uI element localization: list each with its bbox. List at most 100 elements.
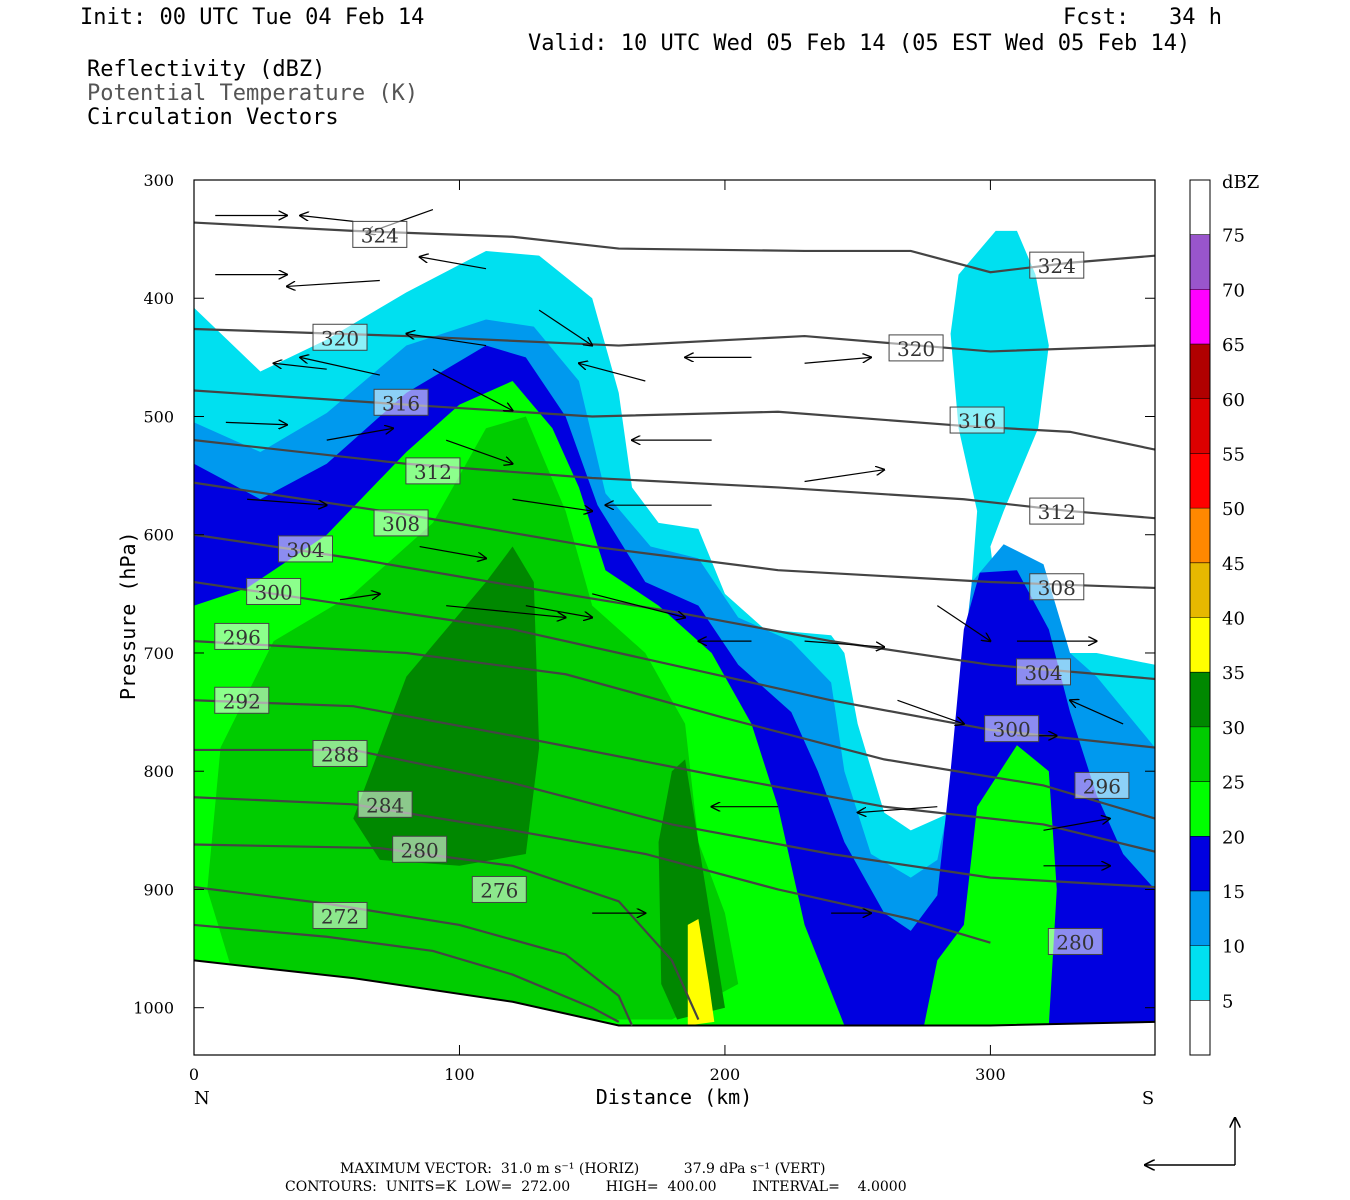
theta-label-box [1074, 771, 1130, 799]
circulation-vector [804, 357, 871, 364]
theta-contour-296 [194, 640, 1155, 820]
circulation-vector [406, 334, 487, 347]
theta-contour-308 [194, 481, 1155, 590]
circulation-vector [339, 594, 380, 601]
circulation-vector [538, 309, 592, 345]
theta-label-box [312, 739, 368, 767]
colorbar-label: 20 [1222, 827, 1245, 848]
theta-label-box [888, 334, 944, 362]
colorbar-label: 65 [1222, 335, 1245, 356]
circulation-vector [326, 428, 393, 441]
circulation-vector [897, 699, 963, 724]
theta-label-box [471, 875, 527, 903]
colorbar-swatch [1190, 289, 1210, 345]
circulation-vector [592, 593, 685, 618]
x-tick-label: 200 [710, 1065, 741, 1084]
colorbar-swatch [1190, 180, 1210, 235]
circulation-vector [1070, 700, 1124, 725]
theta-contour-276 [194, 886, 634, 1026]
theta-label: 304 [286, 538, 324, 562]
colorbar-label: 60 [1222, 390, 1245, 411]
theta-label: 316 [382, 391, 420, 415]
colorbar-swatch [1190, 836, 1210, 891]
theta-label: 316 [958, 409, 996, 433]
colorbar-label: 70 [1222, 280, 1245, 301]
circulation-vector [804, 470, 885, 483]
valid-time: Valid: 10 UTC Wed 05 Feb 14 (05 EST Wed … [528, 31, 1191, 56]
circulation-vector [525, 605, 592, 618]
theta-label-box [1029, 497, 1085, 525]
colorbar-swatch [1190, 508, 1210, 563]
circulation-vector [1043, 819, 1110, 831]
colorbar-label: 15 [1222, 882, 1245, 903]
theta-contour-280 [194, 843, 700, 1020]
theta-label: 312 [414, 460, 452, 484]
y-tick-label: 300 [143, 171, 174, 190]
theta-label-box [277, 535, 333, 563]
x-tick-label: 100 [444, 1065, 475, 1084]
colorbar-swatch [1190, 617, 1210, 673]
colorbar-swatch [1190, 945, 1210, 1001]
circulation-vector [300, 215, 354, 222]
theta-label: 320 [321, 326, 359, 350]
theta-label-box [949, 406, 1005, 434]
colorbar-label: 25 [1222, 773, 1245, 794]
init-time: Init: 00 UTC Tue 04 Feb 14 [80, 5, 425, 30]
y-tick-label: 600 [143, 526, 174, 545]
colorbar-swatch [1190, 344, 1210, 399]
colorbar-swatch [1190, 562, 1210, 618]
theta-label-box [357, 790, 413, 818]
contour-info-note: CONTOURS: UNITS=K LOW= 272.00 HIGH= 400.… [285, 1179, 907, 1195]
circulation-vector [300, 357, 380, 376]
colorbar-swatch [1190, 398, 1210, 454]
theta-label-box [312, 901, 368, 929]
theta-label: 296 [223, 625, 261, 649]
theta-label-box [1047, 927, 1103, 955]
field-reflectivity-label: Reflectivity (dBZ) [87, 57, 326, 82]
theta-label: 280 [401, 838, 439, 862]
colorbar-swatch [1190, 672, 1210, 727]
colorbar-label: 40 [1222, 609, 1245, 630]
y-tick-label: 800 [143, 762, 174, 781]
colorbar-label: 50 [1222, 499, 1245, 520]
colorbar-swatch [1190, 890, 1210, 946]
forecast-hour: Fcst: 34 h [1063, 5, 1222, 30]
colorbar-swatch [1190, 726, 1210, 782]
theta-label-box [392, 835, 448, 863]
theta-label: 296 [1083, 774, 1121, 798]
colorbar-label: 75 [1222, 226, 1245, 247]
theta-label: 308 [1038, 576, 1076, 600]
field-vectors-label: Circulation Vectors [87, 105, 339, 130]
colorbar-label: 45 [1222, 554, 1245, 575]
circulation-vector [432, 368, 513, 410]
theta-contour-320 [194, 327, 1155, 353]
terrain-line [194, 959, 1155, 1027]
circulation-vector [512, 498, 593, 511]
colorbar-swatch [1190, 1000, 1210, 1055]
reflectivity-region-35dbz [687, 919, 715, 1026]
circulation-vector [247, 498, 327, 505]
circulation-vector [804, 640, 885, 647]
max-vector-note: MAXIMUM VECTOR: 31.0 m s⁻¹ (HORIZ) 37.9 … [340, 1161, 826, 1177]
theta-label-box [373, 388, 429, 416]
x-axis-label: Distance (km) [596, 1085, 753, 1109]
theta-label: 312 [1038, 500, 1076, 524]
theta-label-box [405, 457, 461, 485]
x-tick-label: 0 [189, 1065, 199, 1084]
theta-label: 284 [366, 793, 404, 817]
reference-vector-key-icon [1145, 1118, 1235, 1165]
terrain-mask [194, 960, 1155, 1055]
colorbar-swatch [1190, 781, 1210, 837]
theta-label: 324 [361, 223, 399, 247]
theta-label: 292 [223, 689, 261, 713]
y-tick-label: 1000 [133, 999, 174, 1018]
theta-label: 308 [382, 512, 420, 536]
colorbar-label: 5 [1222, 991, 1233, 1012]
colorbar-label: 55 [1222, 444, 1245, 465]
theta-contour-304 [194, 533, 1155, 681]
colorbar-label: 10 [1222, 937, 1245, 958]
x-end-label-north: N [194, 1088, 210, 1109]
circulation-vector [274, 363, 327, 370]
x-end-label-south: S [1142, 1088, 1154, 1109]
theta-label-box [1029, 573, 1085, 601]
